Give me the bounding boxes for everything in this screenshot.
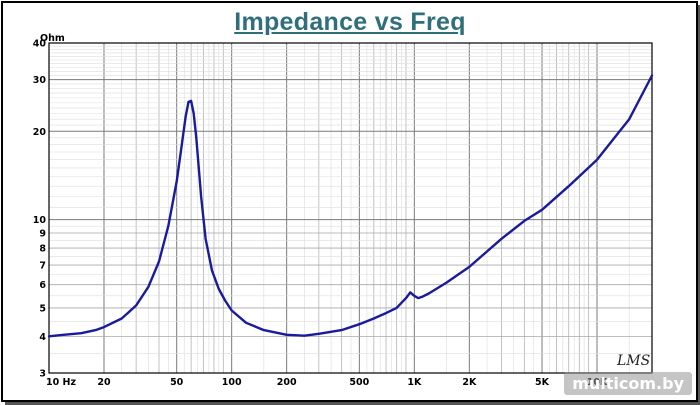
y-tick-label: 40 — [33, 39, 47, 50]
x-tick-label: 5K — [535, 377, 550, 388]
x-tick-label: 100 — [222, 377, 242, 388]
y-tick-label: 10 — [33, 215, 47, 226]
y-tick-label: 30 — [33, 75, 47, 86]
y-tick-label: 4 — [39, 332, 46, 343]
y-tick-label: 7 — [39, 261, 46, 272]
x-tick-label: 500 — [349, 377, 369, 388]
y-tick-label: 8 — [39, 244, 46, 255]
y-tick-label: 9 — [39, 229, 46, 240]
y-axis-label: Ohm — [40, 33, 65, 44]
y-tick-label: 20 — [33, 127, 47, 138]
plot-border — [48, 42, 653, 374]
plot-background — [49, 43, 652, 373]
chart-title: Impedance vs Freq — [234, 8, 466, 36]
lms-signature: LMS — [616, 353, 650, 369]
x-tick-label: 10 Hz — [46, 377, 76, 388]
y-tick-label: 5 — [39, 303, 46, 314]
grid-lines — [49, 43, 652, 373]
x-tick-label: 1K — [407, 377, 422, 388]
y-tick-labels: 3 4 5 6 7 8 9 10 20 30 40 — [33, 39, 47, 380]
y-tick-label: 3 — [39, 369, 46, 380]
x-tick-label: 20 — [97, 377, 111, 388]
impedance-curve — [47, 74, 654, 338]
x-tick-label: 200 — [277, 377, 297, 388]
x-tick-labels: 10 Hz20501002005001K2K5K10K — [46, 377, 608, 388]
x-tick-label: 50 — [170, 377, 184, 388]
x-tick-label: 2K — [462, 377, 477, 388]
y-tick-label: 6 — [39, 280, 46, 291]
watermark-badge: multicom.by — [564, 372, 692, 395]
